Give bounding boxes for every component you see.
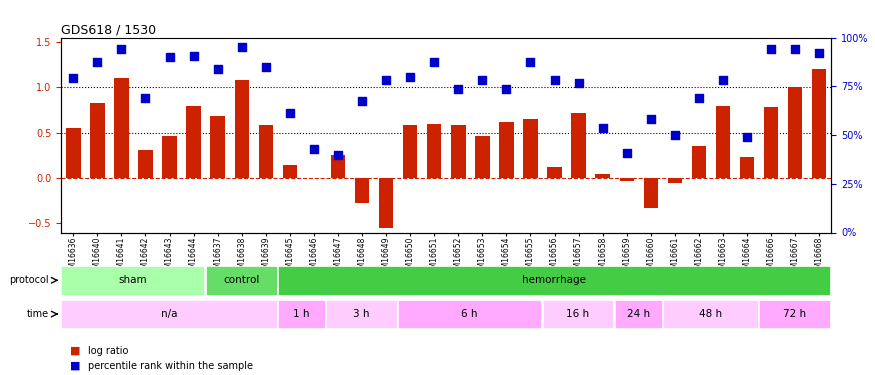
FancyBboxPatch shape [542,300,613,328]
Bar [500,122,514,178]
Point [355,98,369,104]
Bar [283,165,298,178]
Point [571,80,585,86]
FancyBboxPatch shape [206,266,276,295]
Point [66,75,80,81]
Bar [186,106,201,178]
FancyBboxPatch shape [278,266,830,295]
Text: 1 h: 1 h [293,309,310,319]
Text: protocol: protocol [10,275,49,285]
Bar [740,157,754,178]
Point [475,77,489,83]
Point [403,74,417,80]
Text: ■: ■ [70,346,80,355]
Bar [788,87,802,178]
Bar [620,178,634,181]
Text: log ratio: log ratio [88,346,128,355]
Text: 6 h: 6 h [461,309,478,319]
Bar [644,178,658,208]
Bar [716,105,731,178]
Point [500,86,514,92]
Bar [523,119,538,178]
Bar [475,136,490,178]
Point [163,54,177,60]
Bar [596,174,610,178]
Point [716,77,730,83]
Text: 48 h: 48 h [699,309,722,319]
Text: control: control [223,275,259,285]
Text: GDS618 / 1530: GDS618 / 1530 [61,23,157,36]
Point [692,95,706,101]
Bar [427,124,442,178]
Point [548,77,562,83]
FancyBboxPatch shape [614,300,662,328]
Bar [571,113,586,178]
Text: 72 h: 72 h [783,309,806,319]
Bar [66,128,80,178]
Point [234,44,248,50]
Bar [403,126,417,178]
Point [523,59,537,65]
Point [812,50,826,56]
Point [452,86,466,92]
Text: 24 h: 24 h [626,309,650,319]
Point [307,146,321,152]
Text: 3 h: 3 h [354,309,369,319]
Point [379,77,393,83]
Bar [163,136,177,178]
Bar [259,124,273,178]
Bar [764,107,779,178]
Point [764,46,778,52]
Point [668,132,682,138]
Bar [90,103,105,178]
Point [90,59,104,65]
FancyBboxPatch shape [398,300,542,328]
Point [115,46,129,52]
Text: time: time [27,309,49,319]
Bar [379,178,394,228]
FancyBboxPatch shape [278,300,325,328]
Bar [138,150,153,178]
Bar [115,78,129,178]
Text: 16 h: 16 h [566,309,590,319]
Point [259,64,273,70]
Point [788,46,802,52]
FancyBboxPatch shape [61,266,205,295]
Bar [668,178,682,183]
Bar [692,146,706,178]
Point [138,95,152,101]
Bar [211,116,225,178]
Bar [355,178,369,203]
Point [211,66,225,72]
Point [427,59,441,65]
Bar [452,126,466,178]
Text: n/a: n/a [161,309,177,319]
Point [620,150,634,156]
Point [331,152,345,157]
Text: hemorrhage: hemorrhage [522,275,586,285]
Bar [331,155,345,178]
Point [186,53,200,58]
FancyBboxPatch shape [326,300,397,328]
FancyBboxPatch shape [760,300,830,328]
Point [644,116,658,122]
Point [283,110,297,116]
Text: percentile rank within the sample: percentile rank within the sample [88,361,253,370]
Bar [234,80,249,178]
Bar [548,167,562,178]
Bar [812,69,827,178]
Text: ■: ■ [70,361,80,370]
FancyBboxPatch shape [663,300,758,328]
Point [596,125,610,131]
Point [740,134,754,140]
Text: sham: sham [118,275,147,285]
FancyBboxPatch shape [61,300,276,328]
